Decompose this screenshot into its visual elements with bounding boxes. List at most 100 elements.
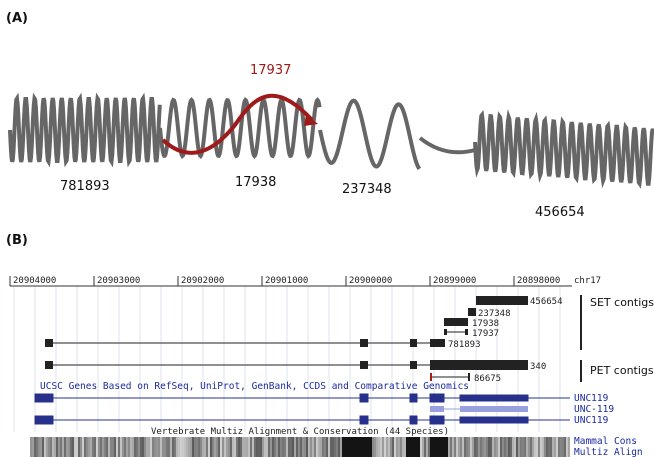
cons-bar	[388, 437, 390, 457]
cons-bar	[554, 437, 556, 457]
track-title: UCSC Genes Based on RefSeq, UniProt, Gen…	[40, 381, 469, 392]
cons-bar	[96, 437, 98, 457]
cons-bar	[460, 437, 462, 457]
cons-bar	[448, 437, 450, 457]
cons-bar	[194, 437, 196, 457]
cons-bar	[504, 437, 506, 457]
cons-bar	[40, 437, 42, 457]
cons-bar	[508, 437, 510, 457]
cons-bar	[46, 437, 48, 457]
contig-label: 340	[530, 362, 546, 372]
cons-bar	[394, 437, 396, 457]
cons-bar	[170, 437, 172, 457]
cons-bar	[270, 437, 272, 457]
cons-bar	[184, 437, 186, 457]
cons-bar	[564, 437, 566, 457]
cons-bar	[352, 437, 354, 457]
cons-bar	[112, 437, 114, 457]
cons-bar	[78, 437, 80, 457]
cons-bar	[200, 437, 202, 457]
cons-bar	[536, 437, 538, 457]
cons-bar	[308, 437, 310, 457]
cons-bar	[48, 437, 50, 457]
cons-bar	[468, 437, 470, 457]
cons-bar	[146, 437, 148, 457]
cons-bar	[494, 437, 496, 457]
contig-label: 237348	[342, 182, 392, 197]
contig-label: 781893	[448, 340, 481, 350]
cons-bar	[452, 437, 454, 457]
cons-bar	[244, 437, 246, 457]
cons-bar	[360, 437, 362, 457]
cons-bar	[484, 437, 486, 457]
conservation	[30, 437, 570, 457]
coil	[418, 136, 476, 155]
cons-bar	[30, 437, 32, 457]
cons-bar	[262, 437, 264, 457]
cons-bar	[334, 437, 336, 457]
cons-bar	[220, 437, 222, 457]
cons-bar	[488, 437, 490, 457]
cons-bar	[366, 437, 368, 457]
cons-bar	[404, 437, 406, 457]
cons-bar	[98, 437, 100, 457]
ruler-label: 20900000	[349, 276, 392, 286]
cons-bar	[90, 437, 92, 457]
cons-bar	[282, 437, 284, 457]
panel-label: (B)	[6, 233, 28, 248]
cons-bar	[44, 437, 46, 457]
cons-bar	[228, 437, 230, 457]
cons-bar	[358, 437, 360, 457]
cons-bar	[498, 437, 500, 457]
cons-bar	[188, 437, 190, 457]
cons-bar	[68, 437, 70, 457]
cons-bar	[302, 437, 304, 457]
cons-bar	[176, 437, 178, 457]
cons-bar	[256, 437, 258, 457]
cons-bar	[480, 437, 482, 457]
cons-bar	[532, 437, 534, 457]
track-label: PET contigs	[590, 364, 654, 377]
cons-bar	[92, 437, 94, 457]
cons-bar	[214, 437, 216, 457]
cons-bar	[466, 437, 468, 457]
cons-bar	[326, 437, 328, 457]
cons-bar	[202, 437, 204, 457]
ruler-label: 20899000	[433, 276, 476, 286]
contig-label: 17937	[472, 329, 499, 339]
cons-bar	[310, 437, 312, 457]
cons-bar	[100, 437, 102, 457]
cons-bar	[66, 437, 68, 457]
cons-bar	[392, 437, 394, 457]
cons-bar	[150, 437, 152, 457]
cons-bar	[88, 437, 90, 457]
cons-bar	[454, 437, 456, 457]
cons-bar	[328, 437, 330, 457]
cons-bar	[398, 437, 400, 457]
cons-bar	[540, 437, 542, 457]
cons-bar	[50, 437, 52, 457]
cons-bar	[160, 437, 162, 457]
ruler-label: 20898000	[517, 276, 560, 286]
cons-bar	[54, 437, 56, 457]
cons-bar	[252, 437, 254, 457]
cons-bar	[124, 437, 126, 457]
cons-bar	[118, 437, 120, 457]
ruler-label: 20901000	[265, 276, 308, 286]
cons-bar	[522, 437, 524, 457]
cons-bar	[82, 437, 84, 457]
cons-bar	[178, 437, 180, 457]
coil	[318, 98, 422, 171]
cons-bar	[144, 437, 146, 457]
cons-bar	[362, 437, 364, 457]
cons-bar	[204, 437, 206, 457]
cons-bar	[86, 437, 88, 457]
contig-label: 237348	[478, 309, 511, 319]
cons-bar	[120, 437, 122, 457]
cons-bar	[232, 437, 234, 457]
cons-bar	[324, 437, 326, 457]
cons-bar	[288, 437, 290, 457]
cons-bar	[248, 437, 250, 457]
cons-bar	[478, 437, 480, 457]
cons-bar	[122, 437, 124, 457]
